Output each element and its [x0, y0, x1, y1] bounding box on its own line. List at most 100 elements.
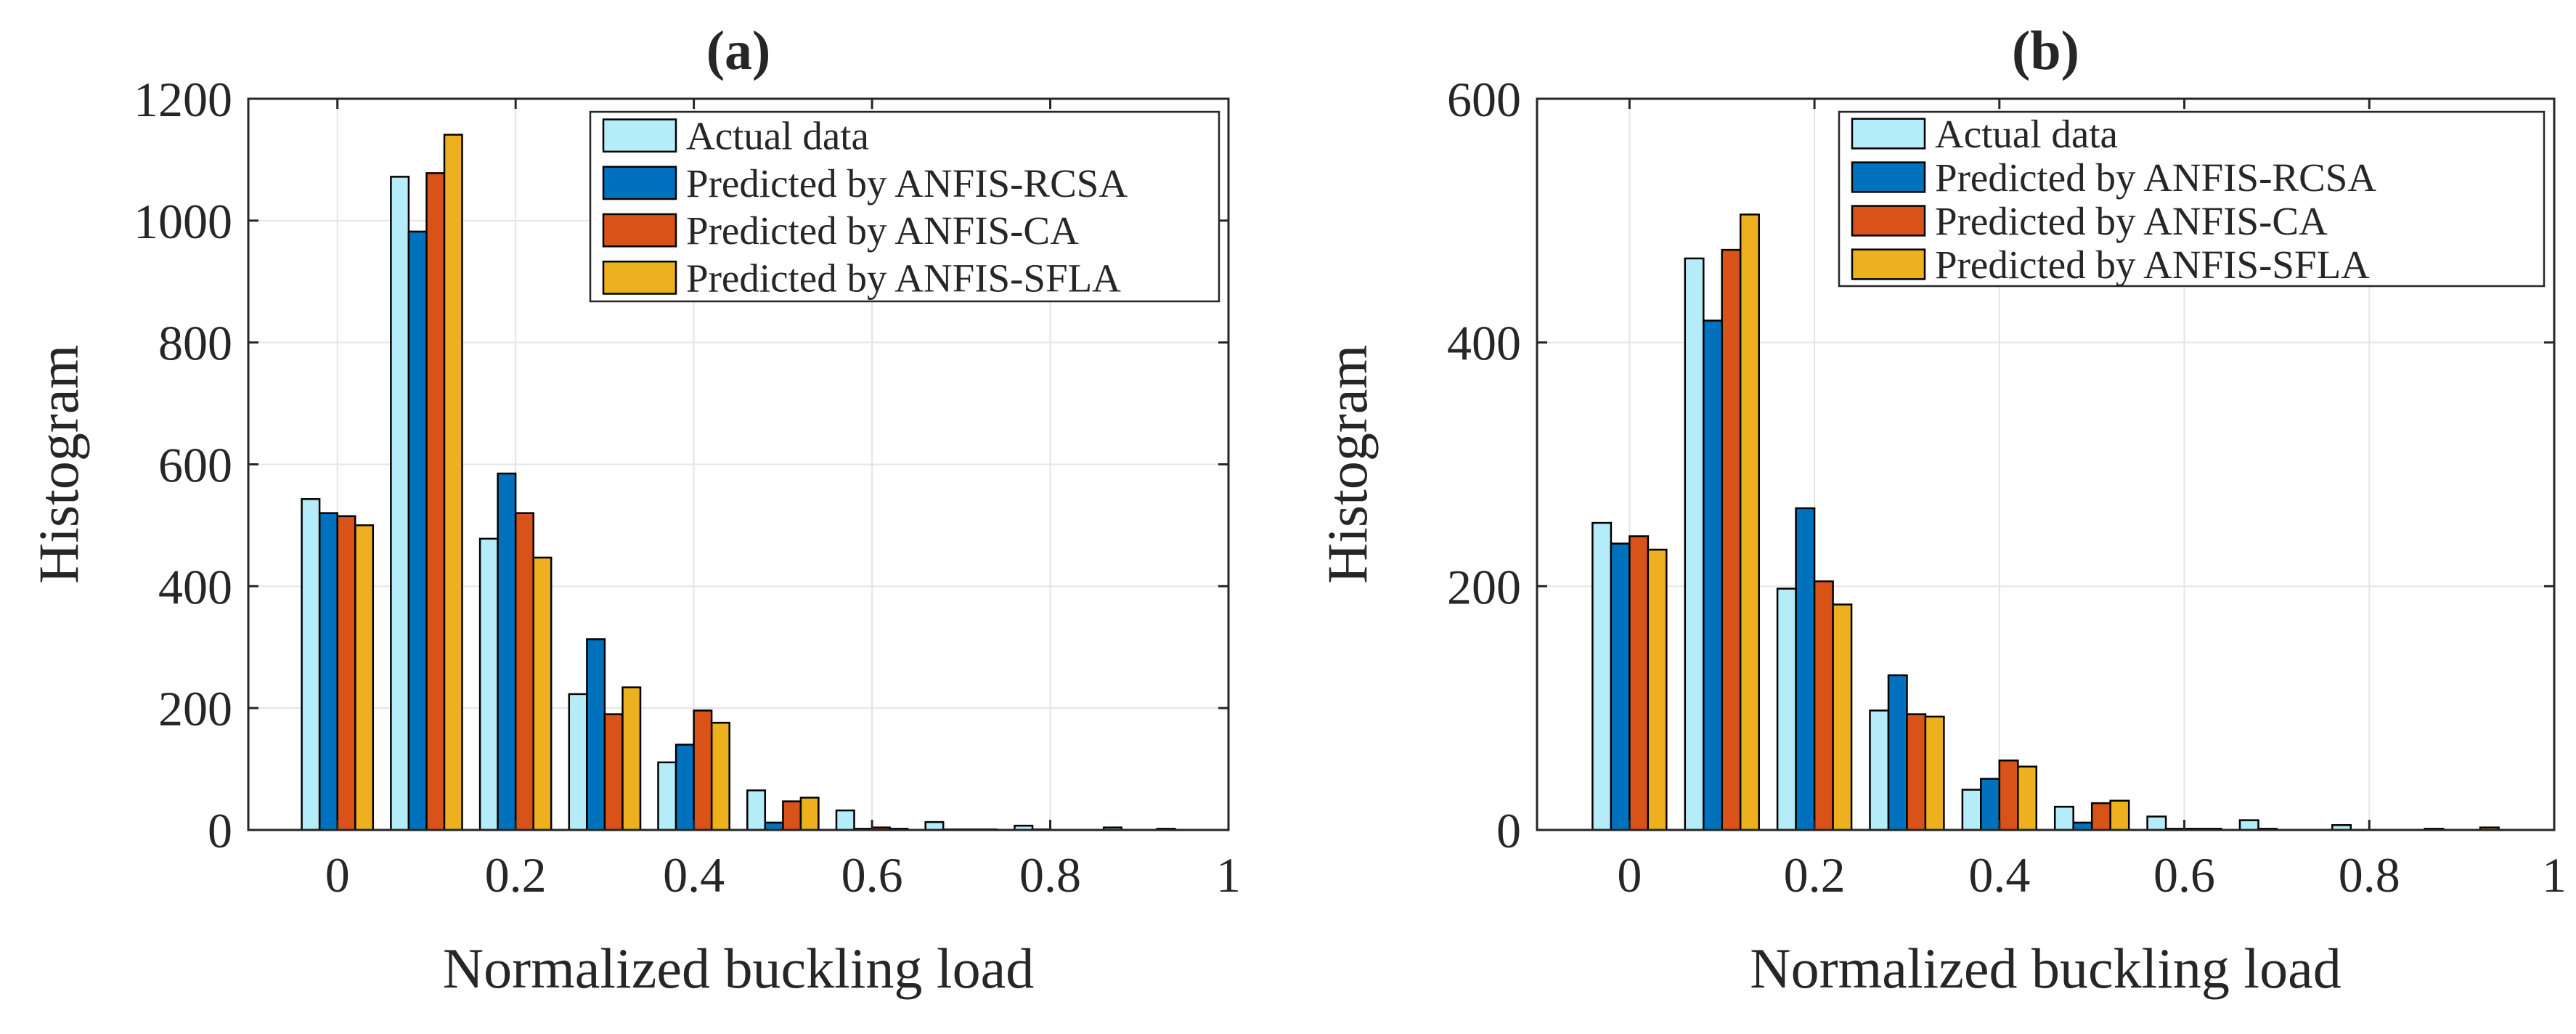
series-predicted-by-anfis-sfla [1647, 213, 2500, 831]
y-tick-label: 1200 [134, 72, 232, 127]
bar [568, 693, 588, 831]
x-tick-label: 0.6 [2153, 847, 2215, 903]
bar [1776, 587, 1797, 831]
bar [1721, 248, 1742, 831]
legend-swatch [1851, 205, 1926, 237]
y-axis-label: Histogram [1316, 345, 1379, 584]
bar [336, 515, 356, 831]
x-tick-label: 0.2 [485, 847, 547, 903]
bar [603, 713, 624, 831]
legend-label: Predicted by ANFIS-CA [686, 208, 1079, 253]
x-tick-label: 0.4 [1968, 847, 2030, 903]
bar [1739, 213, 1760, 831]
y-tick-label: 600 [158, 438, 232, 493]
x-tick-label: 0 [1617, 847, 1642, 903]
bar [2072, 821, 2093, 831]
bar [1906, 713, 1927, 831]
x-tick-label: 0.6 [841, 847, 903, 903]
legend-label: Actual data [1935, 112, 2118, 156]
legend-swatch [1851, 161, 1926, 193]
bar [1647, 548, 1668, 831]
bar [693, 709, 713, 831]
y-axis-label: Histogram [27, 345, 90, 584]
bar [674, 744, 695, 831]
bar [390, 176, 410, 831]
bar [782, 800, 802, 831]
legend-swatch [602, 260, 677, 295]
legend-box [589, 110, 1220, 303]
bar [2238, 819, 2259, 831]
x-tick-label: 0.2 [1784, 847, 1846, 903]
bar [924, 821, 945, 831]
bar [1980, 778, 2001, 831]
legend-swatch [1851, 118, 1926, 150]
bar [1869, 709, 1890, 831]
bar [497, 472, 517, 831]
bar [425, 172, 446, 831]
bar [514, 512, 534, 831]
bar [443, 134, 463, 831]
bar [1832, 603, 1853, 831]
bar [1961, 789, 1982, 831]
bar [2017, 765, 2038, 831]
legend-swatch [602, 213, 677, 248]
legend-swatch [1851, 248, 1926, 280]
bar [657, 761, 677, 831]
x-tick-label: 0.4 [663, 847, 725, 903]
x-axis-label: Normalized buckling load [443, 937, 1034, 1000]
y-tick-label: 800 [158, 316, 232, 371]
bar [407, 230, 428, 831]
chart-title: (a) [706, 20, 771, 81]
bar [1924, 715, 1945, 831]
bar [1703, 319, 1724, 831]
legend-label: Predicted by ANFIS-SFLA [686, 256, 1121, 300]
legend-swatch [602, 166, 677, 200]
x-tick-label: 1 [1216, 847, 1241, 903]
x-tick-label: 0.8 [1019, 847, 1081, 903]
y-tick-label: 0 [208, 803, 232, 858]
legend-label: Predicted by ANFIS-RCSA [686, 161, 1128, 205]
bar [354, 524, 375, 831]
legend-box [1838, 110, 2546, 288]
x-tick-label: 0 [325, 847, 350, 903]
y-tick-label: 200 [158, 681, 232, 736]
x-axis-label: Normalized buckling load [1750, 937, 2341, 1000]
bar [764, 821, 784, 831]
y-tick-label: 400 [1447, 316, 1521, 371]
legend-label: Predicted by ANFIS-CA [1935, 199, 2328, 243]
x-tick-label: 1 [2542, 847, 2567, 903]
y-tick-label: 400 [158, 559, 232, 614]
legend-label: Predicted by ANFIS-SFLA [1935, 243, 2370, 287]
bar [532, 556, 553, 831]
bar [2090, 802, 2111, 831]
bar [799, 797, 820, 831]
legend-label: Predicted by ANFIS-RCSA [1935, 155, 2376, 200]
chart-panel-b: 0 0.2 0.4 0.6 0.8 1 0 200 400 600 (b) Normalized bu… [1316, 20, 2567, 1000]
bar [1887, 674, 1908, 831]
axes-box [1536, 97, 2556, 831]
bar [2109, 799, 2130, 831]
bar [1684, 257, 1705, 831]
bar [318, 512, 338, 831]
bar [2146, 815, 2167, 831]
bar [586, 638, 606, 831]
bar [1998, 760, 2019, 831]
y-tick-label: 600 [1447, 72, 1521, 127]
legend-swatch [602, 118, 677, 153]
series-predicted-by-anfis-rcsa [1610, 319, 2278, 831]
bar [1610, 542, 1631, 831]
series-predicted-by-anfis-rcsa [318, 230, 1051, 831]
bar [2053, 805, 2074, 831]
y-tick-label: 0 [1496, 803, 1521, 858]
bar [1795, 507, 1816, 831]
bar [710, 722, 730, 831]
chart-title: (b) [2012, 20, 2079, 81]
bar [746, 789, 767, 831]
legend-label: Actual data [686, 114, 869, 158]
bar [1629, 535, 1650, 831]
y-tick-label: 200 [1447, 559, 1521, 614]
bar [1591, 521, 1613, 831]
